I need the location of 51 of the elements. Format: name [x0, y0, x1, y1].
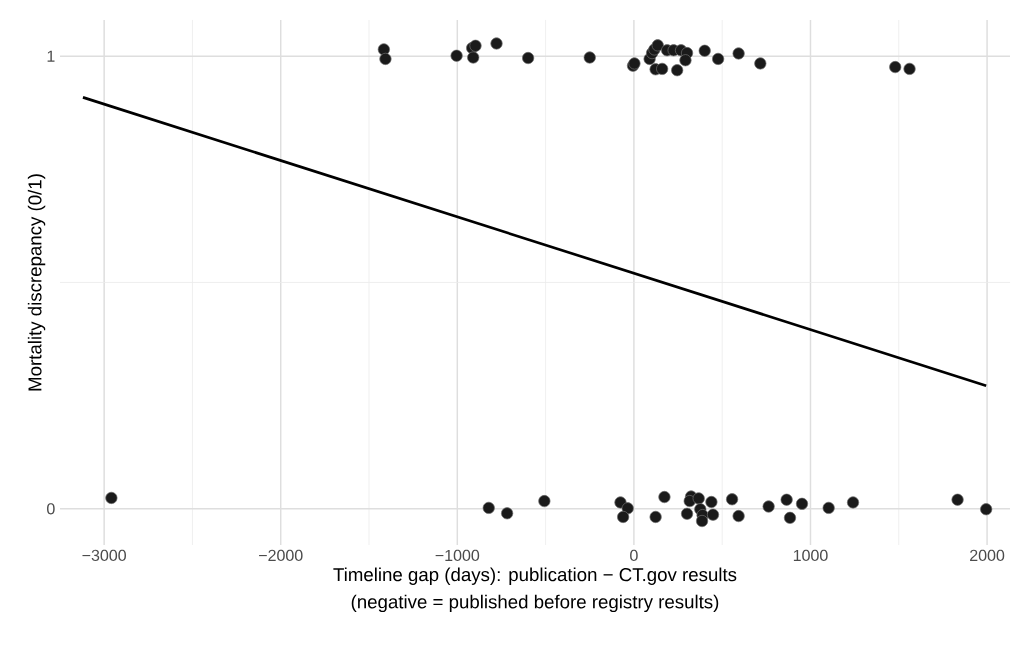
point [501, 507, 514, 520]
y-axis-title: Mortality discrepancy (0/1) [27, 174, 46, 391]
x-tick-label: −3000 [82, 549, 126, 562]
point [656, 62, 669, 75]
point [889, 60, 902, 74]
point [695, 514, 709, 528]
point [621, 502, 634, 515]
y-tick-label: 1 [47, 50, 55, 62]
x-tick-label: 2000 [970, 549, 1005, 562]
point [651, 39, 664, 52]
point [649, 510, 662, 524]
point [951, 493, 964, 506]
point [780, 493, 793, 506]
point [490, 37, 503, 50]
x-tick-label: −1000 [435, 549, 480, 562]
point [706, 508, 720, 521]
point [726, 493, 739, 506]
point [614, 496, 627, 509]
point [379, 52, 392, 65]
point [846, 496, 860, 509]
point [903, 62, 916, 75]
x-tick-label: −2000 [259, 549, 303, 562]
point [754, 57, 767, 70]
x-tick-label: 0 [630, 549, 638, 562]
point [980, 503, 993, 516]
point [658, 490, 671, 504]
text: (negative = published before registry results) [351, 594, 719, 613]
point [450, 49, 463, 62]
point [680, 507, 694, 520]
point [732, 47, 745, 60]
point [467, 51, 480, 64]
point [482, 501, 495, 514]
point [671, 64, 684, 77]
point [617, 510, 630, 524]
point [679, 54, 692, 67]
x-tick-label: 1000 [793, 549, 828, 562]
point [795, 497, 809, 510]
point [712, 52, 725, 65]
point [783, 511, 797, 524]
point [698, 44, 711, 57]
point [822, 501, 835, 514]
point [538, 495, 551, 508]
point [377, 43, 390, 56]
x-axis-title: Timeline gap (days): publication − CT.gov results [333, 567, 737, 585]
point [705, 495, 718, 509]
point [522, 51, 535, 65]
point [105, 491, 118, 505]
point [692, 492, 705, 505]
point [732, 509, 745, 523]
point [762, 500, 775, 513]
point [583, 51, 596, 64]
